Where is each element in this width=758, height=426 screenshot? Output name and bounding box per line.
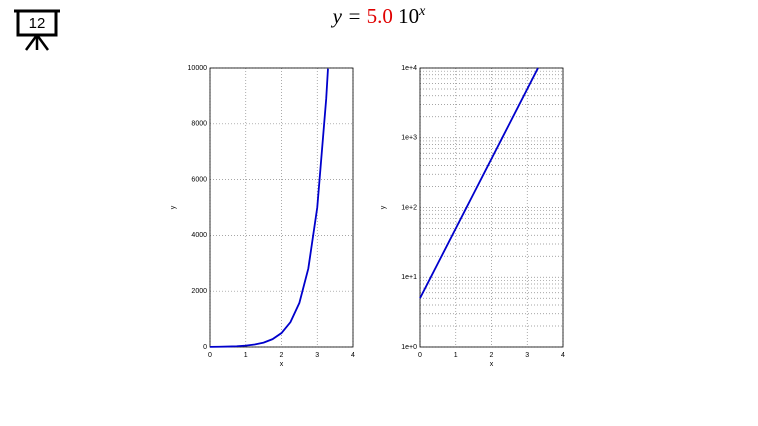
x-tick-label: 4 [561,352,565,359]
x-tick-label: 3 [315,352,319,359]
y-tick-label: 0 [203,344,207,351]
title-coefficient: 5.0 [366,4,393,28]
slide-number: 12 [29,15,46,32]
y-tick-label: 4000 [191,232,207,239]
y-tick-label: 6000 [191,176,207,183]
y-tick-label: 1e+4 [401,65,417,72]
y-tick-label: 1e+1 [401,274,417,281]
y-tick-label: 1e+0 [401,344,417,351]
x-tick-label: 1 [454,352,458,359]
title: y = 5.0 10x [0,4,758,29]
slide-icon: 12 [14,9,60,51]
title-exponent: x [419,4,426,19]
x-axis-label: x [490,361,494,368]
x-axis-label: x [280,361,284,368]
y-tick-label: 10000 [188,65,208,72]
y-tick-label: 1e+2 [401,204,417,211]
y-tick-label: 1e+3 [401,135,417,142]
title-lhs: y = [332,4,362,28]
plot-frame [419,67,564,348]
x-tick-label: 2 [280,352,284,359]
plot-frame [209,67,354,348]
y-tick-label: 8000 [191,121,207,128]
x-tick-label: 1 [244,352,248,359]
x-tick-label: 0 [418,352,422,359]
x-tick-label: 4 [351,352,355,359]
x-tick-label: 3 [525,352,529,359]
x-tick-label: 2 [490,352,494,359]
y-axis-label: y [380,205,387,209]
line [419,67,539,299]
x-tick-label: 0 [208,352,212,359]
title-base: 10 [398,4,420,28]
line [209,68,329,348]
y-axis-label: y [170,205,177,209]
y-tick-label: 2000 [191,288,207,295]
